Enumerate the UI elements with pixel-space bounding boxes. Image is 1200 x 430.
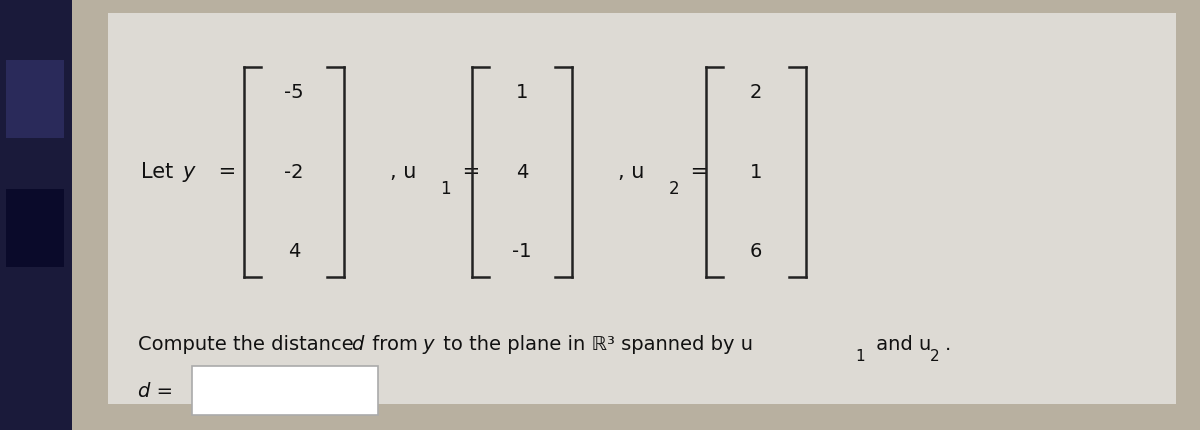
Bar [0, 0, 72, 430]
Text: 6: 6 [750, 242, 762, 261]
Text: Compute the distance: Compute the distance [138, 335, 360, 353]
Text: 2: 2 [930, 350, 940, 364]
Text: 1: 1 [516, 83, 528, 102]
Text: y: y [182, 162, 194, 182]
Bar [192, 366, 378, 415]
Text: .: . [944, 335, 950, 353]
Text: -2: -2 [284, 163, 304, 181]
Text: Let: Let [142, 162, 180, 182]
Text: d: d [352, 335, 364, 353]
Text: 2: 2 [750, 83, 762, 102]
Text: from: from [366, 335, 424, 353]
Text: 1: 1 [750, 163, 762, 181]
Text: =: = [212, 162, 236, 182]
Text: d =: d = [138, 382, 173, 401]
Bar [6, 189, 64, 267]
Text: 4: 4 [516, 163, 528, 181]
Bar [6, 60, 64, 138]
Text: to the plane in ℝ³ spanned by u: to the plane in ℝ³ spanned by u [437, 335, 752, 353]
Text: 2: 2 [668, 180, 679, 198]
Text: and u: and u [870, 335, 931, 353]
Text: 1: 1 [440, 180, 451, 198]
Text: , u: , u [618, 162, 644, 182]
Bar [108, 13, 1176, 404]
Text: 4: 4 [288, 242, 300, 261]
Text: y: y [422, 335, 434, 353]
Text: 1: 1 [856, 350, 865, 364]
Text: -5: -5 [284, 83, 304, 102]
Text: -1: -1 [512, 242, 532, 261]
Text: =: = [684, 162, 708, 182]
Text: , u: , u [390, 162, 416, 182]
Text: =: = [456, 162, 480, 182]
